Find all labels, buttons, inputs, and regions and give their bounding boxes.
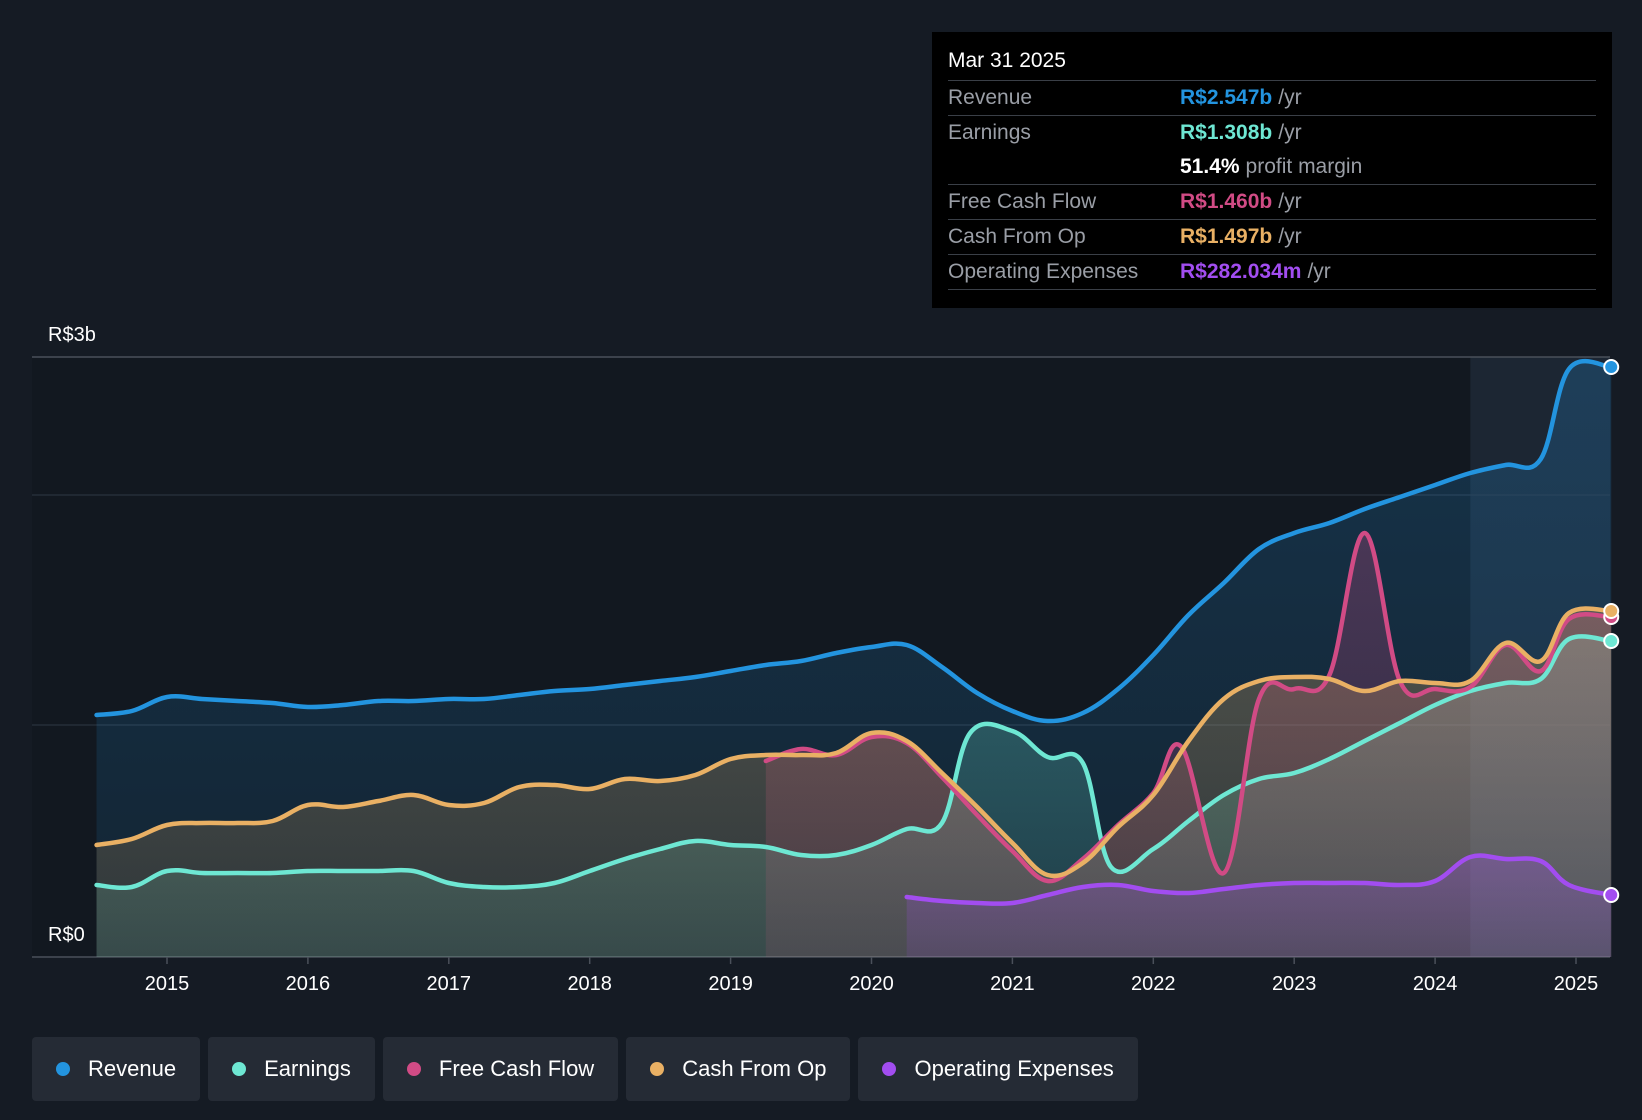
legend-label: Free Cash Flow	[438, 1056, 595, 1081]
x-tick-label: 2021	[990, 973, 1035, 995]
tooltip-row-unit: /yr	[1278, 190, 1302, 213]
tooltip-date: Mar 31 2025	[948, 49, 1066, 72]
tooltip-row-value: 51.4%	[1180, 155, 1240, 178]
legend-dot-icon	[232, 1062, 247, 1076]
area-cash-from-op	[96, 608, 1612, 957]
x-tick-label: 2017	[427, 973, 472, 995]
line-earnings	[94, 634, 1614, 891]
line-cash-from-op	[94, 606, 1614, 879]
tooltip-row-unit: /yr	[1278, 86, 1302, 109]
tooltip-row-value: R$282.034m	[1180, 260, 1302, 283]
tooltip-row-value: R$2.547b	[1180, 86, 1273, 109]
tooltip-row-name: Revenue	[948, 86, 1033, 109]
legend-item-operating-expenses[interactable]: Operating Expenses	[858, 1037, 1138, 1101]
end-point-earnings	[1603, 633, 1620, 649]
tooltip-rows: Revenue R$2.547b/yr Earnings R$1.308b/yr 51.…	[948, 80, 1596, 290]
legend-item-cash-from-op[interactable]: Cash From Op	[626, 1037, 851, 1101]
line-revenue	[94, 358, 1614, 724]
legend-label: Earnings	[264, 1056, 351, 1081]
area-operating-expenses	[906, 855, 1612, 957]
axes: R$3b R$0 2015 2016 2017 2018 2019 2020 2021 2022 2…	[48, 324, 1598, 995]
tooltip-row: Free Cash Flow R$1.460b/yr	[948, 184, 1596, 219]
tooltip-row-value: R$1.497b	[1180, 225, 1273, 248]
legend-label: Operating Expenses	[914, 1056, 1114, 1081]
tooltip-row: Cash From Op R$1.497b/yr	[948, 219, 1596, 254]
y-tick-label: R$3b	[48, 324, 96, 346]
legend: Revenue Earnings Free Cash Flow Cash From O…	[32, 1037, 1138, 1101]
tooltip-row: Operating Expenses R$282.034m/yr	[948, 254, 1596, 290]
legend-item-revenue[interactable]: Revenue	[32, 1037, 201, 1101]
series-areas	[96, 361, 1612, 958]
tooltip-row-unit: /yr	[1278, 225, 1302, 248]
tooltip-row-name: Free Cash Flow	[948, 190, 1097, 213]
x-tick-label: 2023	[1272, 973, 1317, 995]
end-point-operating-expenses	[1603, 887, 1620, 903]
tooltip-row-unit: /yr	[1307, 260, 1331, 283]
tooltip-row: Earnings R$1.308b/yr	[948, 115, 1596, 150]
legend-label: Cash From Op	[682, 1056, 827, 1081]
tooltip-row-unit: profit margin	[1245, 155, 1363, 178]
legend-label: Revenue	[88, 1056, 177, 1081]
end-point-revenue	[1603, 359, 1620, 375]
x-tick-label: 2015	[145, 973, 190, 995]
x-tick-label: 2020	[849, 973, 894, 995]
x-tick-label: 2016	[286, 973, 331, 995]
x-tick-label: 2018	[567, 973, 612, 995]
tooltip-row-name: Cash From Op	[948, 225, 1086, 248]
tooltip-row-value: R$1.308b	[1180, 121, 1273, 144]
tooltip-row-value: R$1.460b	[1180, 190, 1273, 213]
end-markers	[1603, 359, 1620, 903]
y-tick-label: R$0	[48, 924, 85, 946]
tooltip-row-name: Operating Expenses	[948, 260, 1139, 283]
legend-dot-icon	[406, 1062, 421, 1076]
tooltip-row: Revenue R$2.547b/yr	[948, 80, 1596, 115]
line-operating-expenses	[904, 853, 1614, 906]
tooltip-row-name: Earnings	[948, 121, 1031, 144]
tooltip-row-unit: /yr	[1278, 121, 1302, 144]
legend-dot-icon	[650, 1062, 665, 1076]
legend-dot-icon	[56, 1062, 70, 1076]
x-tick-label: 2022	[1131, 973, 1176, 995]
end-point-cash-from-op	[1603, 603, 1620, 619]
series-lines	[94, 358, 1614, 906]
x-tick-label: 2025	[1554, 973, 1599, 995]
tooltip-panel: Mar 31 2025 Revenue R$2.547b/yr Earnings R$…	[932, 32, 1612, 308]
x-tick-label: 2024	[1413, 973, 1458, 995]
tooltip-row: 51.4% profit margin	[948, 150, 1596, 184]
legend-item-free-cash-flow[interactable]: Free Cash Flow	[382, 1037, 619, 1101]
legend-dot-icon	[882, 1062, 897, 1076]
x-tick-label: 2019	[708, 973, 753, 995]
legend-item-earnings[interactable]: Earnings	[208, 1037, 375, 1101]
